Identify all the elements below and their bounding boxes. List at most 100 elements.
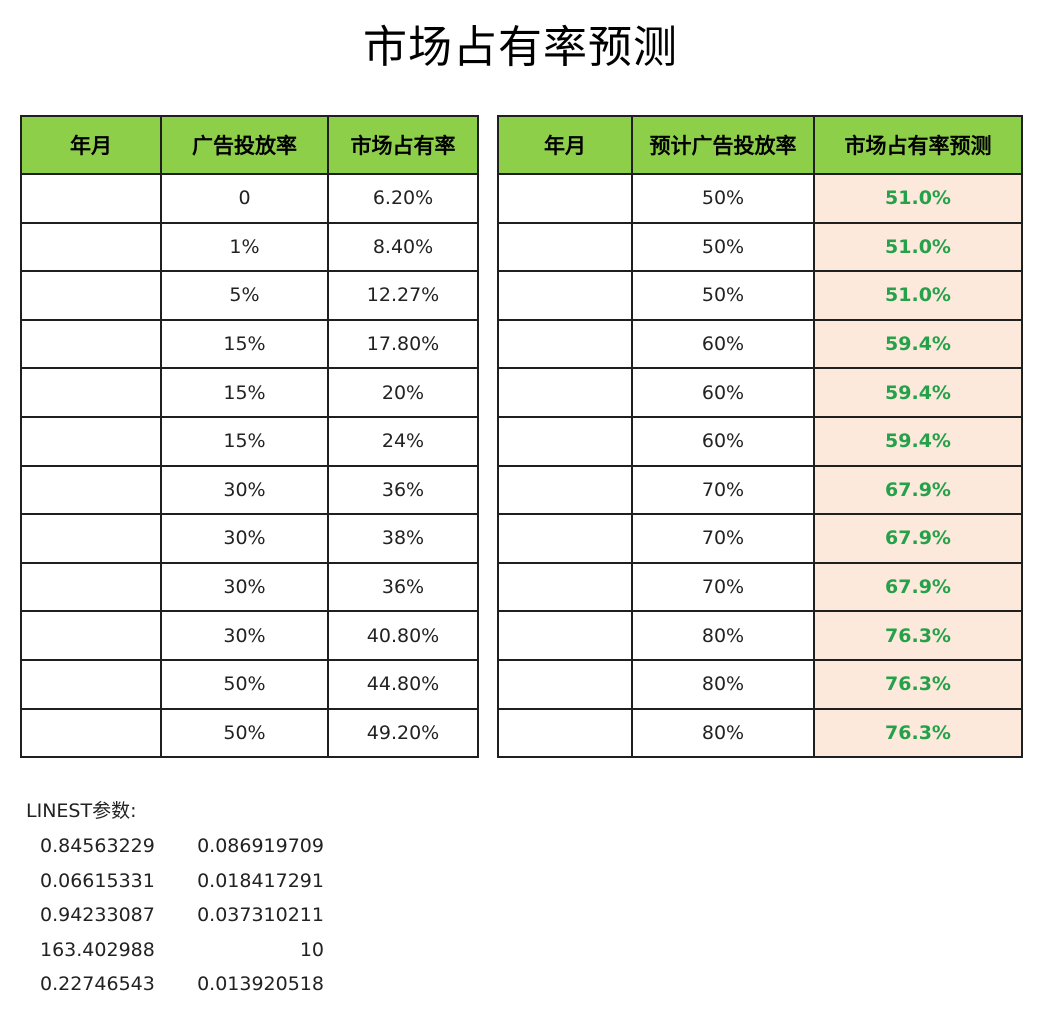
- cell-year-month[interactable]: [20, 173, 162, 224]
- cell-forecast[interactable]: 76.3%: [813, 658, 1023, 710]
- linest-cell[interactable]: 0.22746543: [40, 973, 155, 995]
- cell-forecast[interactable]: 59.4%: [813, 367, 1023, 418]
- cell-market-share[interactable]: 8.40%: [327, 221, 479, 273]
- cell-market-share[interactable]: 49.20%: [327, 707, 479, 759]
- cell-year-month[interactable]: [20, 270, 162, 321]
- cell-planned-ad-rate[interactable]: 50%: [631, 173, 815, 224]
- table-row: 30% 36%: [20, 464, 479, 516]
- table-row: 50% 51.0%: [497, 221, 1023, 273]
- table-row: 0 6.20%: [20, 173, 479, 224]
- cell-planned-ad-rate[interactable]: 80%: [631, 707, 815, 759]
- table-row: 80% 76.3%: [497, 610, 1023, 661]
- cell-ad-rate[interactable]: 50%: [160, 707, 329, 759]
- cell-planned-ad-rate[interactable]: 70%: [631, 561, 815, 613]
- cell-planned-ad-rate[interactable]: 70%: [631, 513, 815, 564]
- table-row: 15% 17.80%: [20, 318, 479, 370]
- cell-market-share[interactable]: 6.20%: [327, 173, 479, 224]
- cell-year-month[interactable]: [497, 658, 633, 710]
- cell-year-month[interactable]: [20, 318, 162, 370]
- cell-year-month[interactable]: [497, 270, 633, 321]
- table-row: 80% 76.3%: [497, 658, 1023, 710]
- cell-ad-rate[interactable]: 50%: [160, 658, 329, 710]
- linest-cell[interactable]: 0.94233087: [40, 904, 155, 926]
- header-row: 年月 广告投放率 市场占有率: [20, 115, 479, 175]
- cell-ad-rate[interactable]: 1%: [160, 221, 329, 273]
- linest-cell[interactable]: 10: [299, 938, 324, 961]
- cell-year-month[interactable]: [20, 415, 162, 467]
- cell-planned-ad-rate[interactable]: 50%: [631, 221, 815, 273]
- cell-market-share[interactable]: 44.80%: [327, 658, 479, 710]
- cell-year-month[interactable]: [497, 318, 633, 370]
- cell-year-month[interactable]: [20, 658, 162, 710]
- cell-market-share[interactable]: 36%: [327, 561, 479, 613]
- cell-forecast[interactable]: 67.9%: [813, 561, 1023, 613]
- cell-ad-rate[interactable]: 0: [160, 173, 329, 224]
- cell-ad-rate[interactable]: 15%: [160, 415, 329, 467]
- cell-market-share[interactable]: 24%: [327, 415, 479, 467]
- header-year-month[interactable]: 年月: [20, 115, 162, 175]
- cell-year-month[interactable]: [497, 221, 633, 273]
- cell-year-month[interactable]: [497, 707, 633, 759]
- cell-market-share[interactable]: 20%: [327, 367, 479, 418]
- cell-planned-ad-rate[interactable]: 60%: [631, 318, 815, 370]
- cell-year-month[interactable]: [497, 464, 633, 516]
- cell-ad-rate[interactable]: 5%: [160, 270, 329, 321]
- cell-forecast[interactable]: 59.4%: [813, 415, 1023, 467]
- cell-market-share[interactable]: 40.80%: [327, 610, 479, 661]
- cell-year-month[interactable]: [20, 610, 162, 661]
- header-ad-rate[interactable]: 广告投放率: [160, 115, 329, 175]
- linest-cell[interactable]: 0.037310211: [197, 904, 324, 926]
- cell-forecast[interactable]: 51.0%: [813, 221, 1023, 273]
- header-market-share-forecast[interactable]: 市场占有率预测: [813, 115, 1023, 175]
- cell-market-share[interactable]: 17.80%: [327, 318, 479, 370]
- cell-forecast[interactable]: 51.0%: [813, 173, 1023, 224]
- cell-year-month[interactable]: [497, 415, 633, 467]
- cell-planned-ad-rate[interactable]: 70%: [631, 464, 815, 516]
- cell-year-month[interactable]: [497, 561, 633, 613]
- cell-planned-ad-rate[interactable]: 80%: [631, 658, 815, 710]
- header-planned-ad-rate[interactable]: 预计广告投放率: [631, 115, 815, 175]
- linest-cell[interactable]: 0.84563229: [40, 835, 155, 857]
- linest-cell[interactable]: 0.018417291: [197, 869, 324, 892]
- cell-ad-rate[interactable]: 30%: [160, 513, 329, 564]
- cell-year-month[interactable]: [497, 173, 633, 224]
- cell-ad-rate[interactable]: 15%: [160, 367, 329, 418]
- cell-year-month[interactable]: [497, 367, 633, 418]
- cell-forecast[interactable]: 59.4%: [813, 318, 1023, 370]
- cell-year-month[interactable]: [497, 610, 633, 661]
- header-year-month[interactable]: 年月: [497, 115, 633, 175]
- cell-ad-rate[interactable]: 30%: [160, 610, 329, 661]
- cell-market-share[interactable]: 38%: [327, 513, 479, 564]
- table-row: 30% 36%: [20, 561, 479, 613]
- cell-ad-rate[interactable]: 30%: [160, 561, 329, 613]
- table-row: 50% 51.0%: [497, 173, 1023, 224]
- cell-forecast[interactable]: 67.9%: [813, 464, 1023, 516]
- linest-parameters: 0.84563229 0.086919709 0.06615331 0.0184…: [40, 829, 324, 1002]
- linest-cell[interactable]: 163.402988: [40, 938, 155, 961]
- cell-year-month[interactable]: [20, 464, 162, 516]
- cell-year-month[interactable]: [20, 221, 162, 273]
- header-market-share[interactable]: 市场占有率: [327, 115, 479, 175]
- cell-ad-rate[interactable]: 30%: [160, 464, 329, 516]
- table-row: 60% 59.4%: [497, 415, 1023, 467]
- cell-planned-ad-rate[interactable]: 80%: [631, 610, 815, 661]
- cell-year-month[interactable]: [20, 513, 162, 564]
- cell-forecast[interactable]: 51.0%: [813, 270, 1023, 321]
- cell-ad-rate[interactable]: 15%: [160, 318, 329, 370]
- cell-market-share[interactable]: 36%: [327, 464, 479, 516]
- cell-forecast[interactable]: 76.3%: [813, 610, 1023, 661]
- page-title: 市场占有率预测: [363, 22, 678, 73]
- cell-year-month[interactable]: [20, 367, 162, 418]
- linest-cell[interactable]: 0.06615331: [40, 869, 155, 892]
- linest-cell[interactable]: 0.013920518: [197, 973, 324, 995]
- cell-year-month[interactable]: [20, 561, 162, 613]
- cell-market-share[interactable]: 12.27%: [327, 270, 479, 321]
- linest-cell[interactable]: 0.086919709: [197, 835, 324, 857]
- cell-year-month[interactable]: [497, 513, 633, 564]
- cell-year-month[interactable]: [20, 707, 162, 759]
- cell-planned-ad-rate[interactable]: 50%: [631, 270, 815, 321]
- cell-planned-ad-rate[interactable]: 60%: [631, 415, 815, 467]
- cell-planned-ad-rate[interactable]: 60%: [631, 367, 815, 418]
- cell-forecast[interactable]: 76.3%: [813, 707, 1023, 759]
- cell-forecast[interactable]: 67.9%: [813, 513, 1023, 564]
